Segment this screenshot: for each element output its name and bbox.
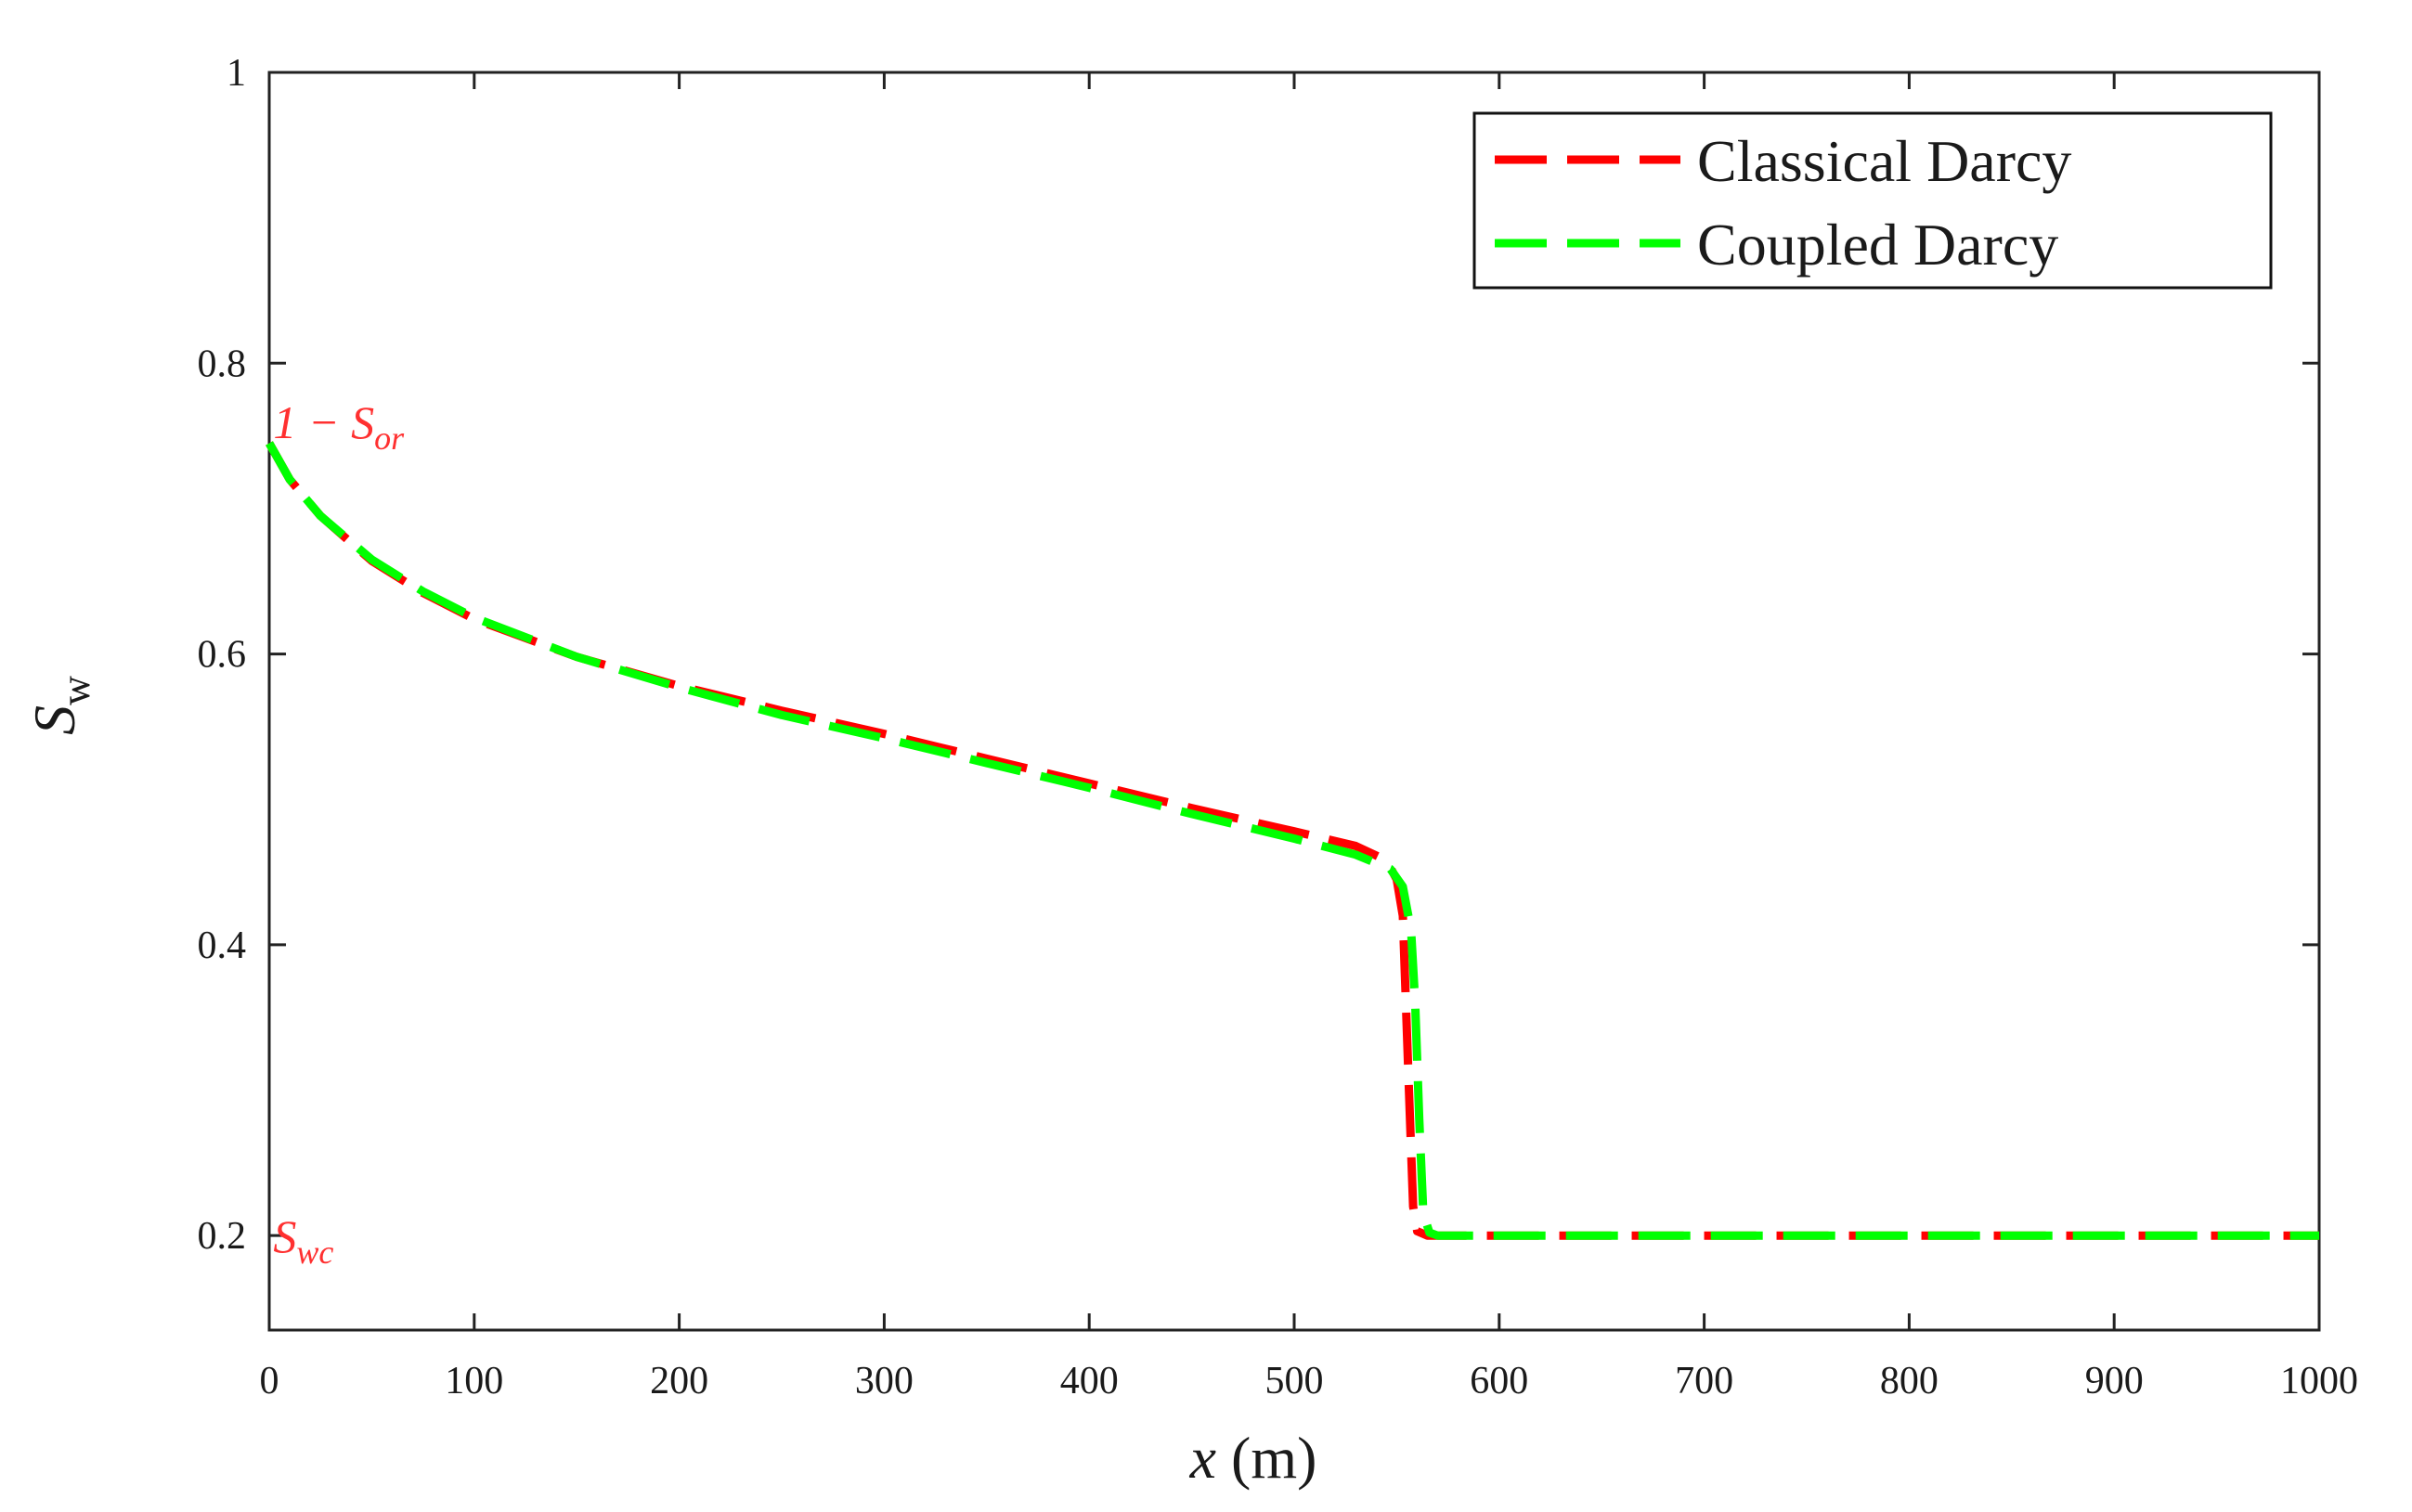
x-axis-title: x (m) (1189, 1425, 1317, 1491)
series-line-coupled-darcy (266, 441, 2319, 1240)
svg-text:Sw: Sw (21, 676, 98, 735)
y-tick-labels: 0.2 0.4 0.6 0.8 1 (198, 52, 247, 1258)
annotation-one-minus-sor: 1 − Sor (273, 396, 405, 457)
y-tick-label: 0.8 (198, 342, 247, 385)
y-axis-sub: w (53, 676, 98, 705)
legend-box (1472, 111, 2273, 290)
axis-ticks (267, 71, 2321, 1330)
x-tick-label: 600 (1470, 1360, 1528, 1402)
x-tick-label: 300 (855, 1360, 914, 1402)
x-tick-labels: 0 100 200 300 400 500 600 700 800 900 1000 (260, 1360, 2359, 1402)
legend: Classical Darcy Coupled Darcy (1472, 111, 2273, 290)
x-tick-label: 400 (1060, 1360, 1119, 1402)
x-tick-label: 500 (1265, 1360, 1324, 1402)
y-tick-label: 1 (227, 52, 246, 95)
legend-label-classical: Classical Darcy (1697, 128, 2071, 194)
x-tick-label: 1000 (2280, 1360, 2358, 1402)
series-lines (266, 441, 2319, 1240)
y-tick-label: 0.6 (198, 634, 247, 677)
x-axis-unit: (m) (1231, 1425, 1316, 1491)
y-tick-label: 0.4 (198, 924, 247, 967)
legend-label-coupled: Coupled Darcy (1697, 212, 2058, 278)
x-tick-label: 0 (260, 1360, 279, 1402)
annotations: 1 − Sor Swc (273, 396, 405, 1271)
x-tick-label: 800 (1880, 1360, 1939, 1402)
x-tick-label: 200 (650, 1360, 708, 1402)
x-tick-label: 700 (1675, 1360, 1733, 1402)
annotation-swc: Swc (273, 1210, 333, 1271)
x-tick-label: 900 (2085, 1360, 2144, 1402)
y-axis-var: S (21, 705, 87, 735)
x-axis-var: x (1189, 1425, 1216, 1491)
y-tick-label: 0.2 (198, 1215, 247, 1258)
y-axis-title: Sw (21, 676, 98, 735)
x-tick-label: 100 (445, 1360, 503, 1402)
